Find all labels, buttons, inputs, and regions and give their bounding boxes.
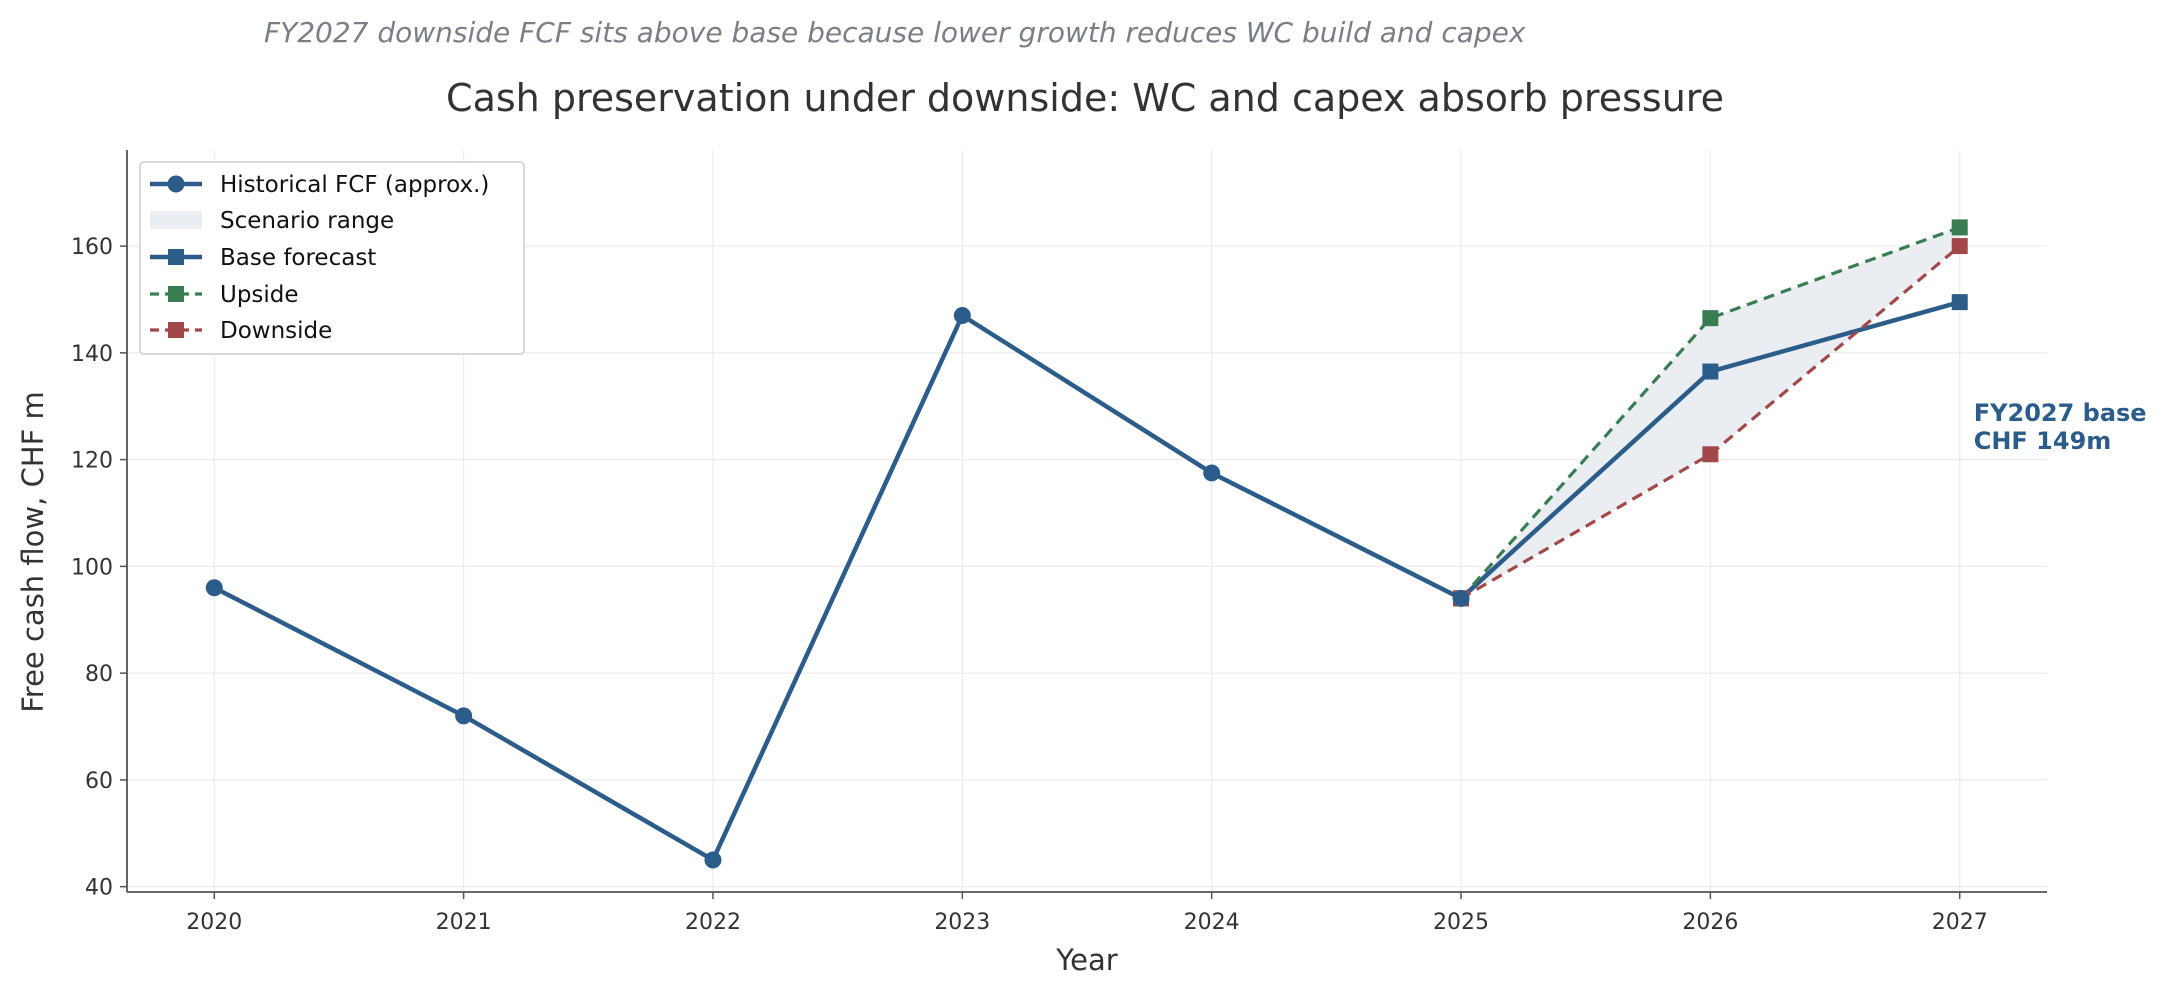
legend-marker-base-forecast [168,249,184,265]
legend-label-base-forecast: Base forecast [220,245,376,271]
data-point-base-forecast-2027 [1951,294,1968,311]
ticks: 2020 2021 2022 2023 2024 2025 2026 2027 40 60 80 10… [71,235,1988,935]
legend-item-scenario-range: Scenario range [150,208,394,234]
x-tick-label-2027: 2027 [1932,910,1988,935]
y-tick-label-40: 40 [85,876,113,901]
series-line-historical-fcf-approx [213,313,1463,863]
x-tick-label-2024: 2024 [1184,910,1240,935]
data-point-historical-fcf-approx-2025 [1452,589,1470,607]
series-group [205,219,1968,869]
legend-item-historical-fcf-approx: Historical FCF (approx.) [150,172,489,198]
y-tick-label-120: 120 [71,449,113,474]
x-tick-label-2022: 2022 [685,910,741,935]
y-tick-label-80: 80 [85,662,113,687]
y-tick-label-140: 140 [71,342,113,367]
y-tick-label-60: 60 [85,769,113,794]
data-point-historical-fcf-approx-2023 [953,306,971,324]
data-point-downside-2027 [1951,238,1968,255]
legend-item-downside: Downside [150,318,332,344]
data-point-historical-fcf-approx-2022 [704,851,722,869]
x-axis-label: Year [1055,943,1117,977]
legend-label-historical-fcf-approx: Historical FCF (approx.) [220,172,489,198]
data-point-downside-2026 [1702,446,1719,463]
data-point-historical-fcf-approx-2020 [205,579,223,597]
x-tick-label-2020: 2020 [186,910,242,935]
x-tick-label-2021: 2021 [436,910,492,935]
legend-marker-historical-fcf-approx [167,175,185,193]
axes [126,150,2047,893]
scenario-range-band-group [1461,227,1960,599]
x-tick-label-2023: 2023 [934,910,990,935]
annotation-line-1: FY2027 base [1974,399,2147,427]
chart-title: Cash preservation under downside: WC and… [446,76,1724,120]
legend-swatch-scenario-range [150,211,202,229]
y-tick-label-160: 160 [71,235,113,260]
y-tick-label-100: 100 [71,555,113,580]
x-tick-label-2026: 2026 [1682,910,1738,935]
chart-subtitle: FY2027 downside FCF sits above base beca… [264,16,1526,49]
legend-label-downside: Downside [220,318,332,344]
legend-item-upside: Upside [150,282,299,308]
legend-label-scenario-range: Scenario range [220,208,394,234]
data-point-upside-2026 [1702,310,1719,327]
series-historical-fcf-approx [205,306,1470,869]
data-point-base-forecast-2026 [1702,363,1719,380]
legend-marker-upside [168,286,184,302]
legend-item-base-forecast: Base forecast [150,245,376,271]
x-tick-label-2025: 2025 [1433,910,1489,935]
legend-marker-downside [168,322,184,338]
annotation-line-2: CHF 149m [1974,427,2112,455]
y-axis-label: Free cash flow, CHF m [16,391,50,713]
legend-label-upside: Upside [220,282,299,308]
data-point-upside-2027 [1951,219,1968,236]
legend: Historical FCF (approx.) Scenario range Ba… [139,161,525,355]
legend-box [139,161,525,355]
scenario-range-band [1461,227,1960,599]
data-point-historical-fcf-approx-2024 [1203,464,1221,482]
data-point-historical-fcf-approx-2021 [455,707,473,725]
